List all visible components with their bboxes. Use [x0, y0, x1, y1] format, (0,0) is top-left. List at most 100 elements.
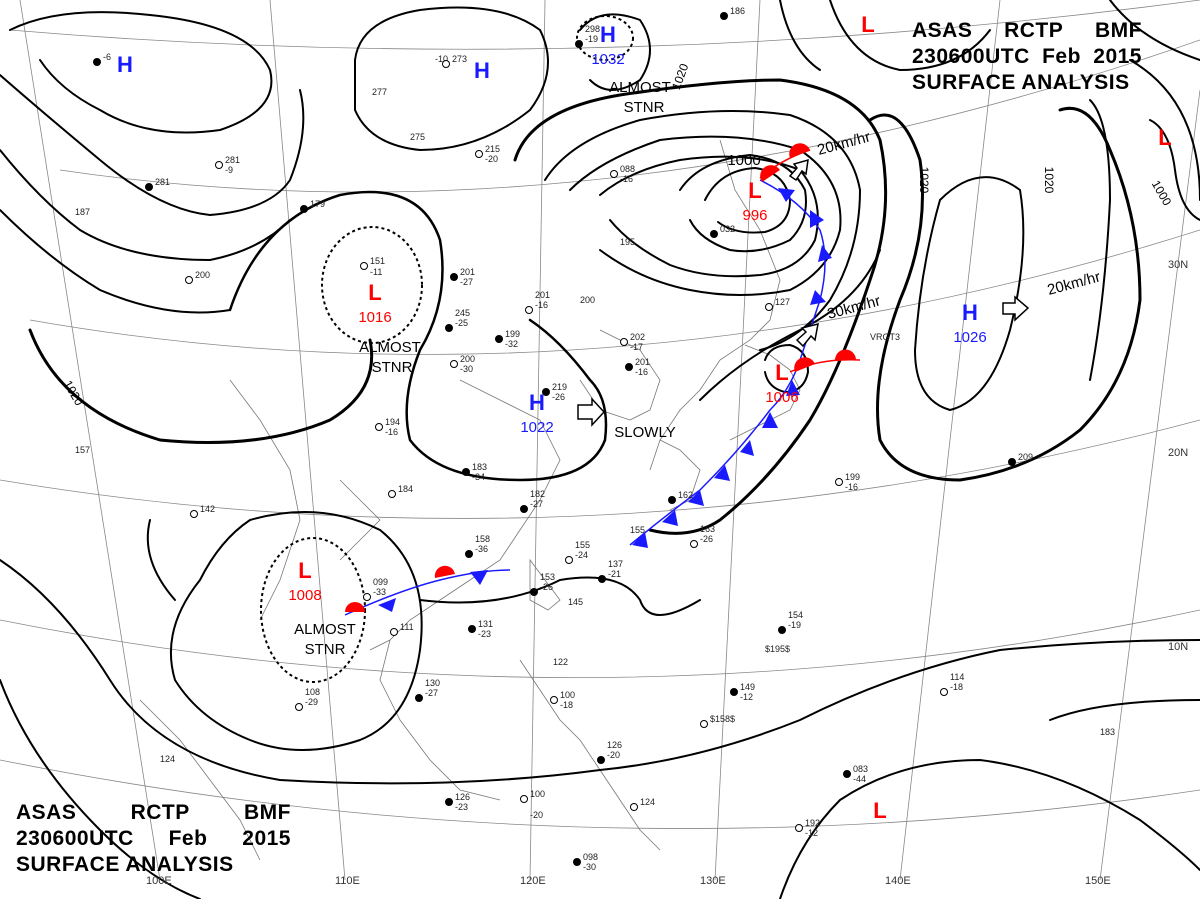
- movement-annotation: SLOWLY: [614, 424, 675, 441]
- station-value: 200: [195, 270, 210, 280]
- station-value: 273: [452, 54, 467, 64]
- longitude-label: 130E: [700, 875, 726, 887]
- station-circle: [462, 468, 470, 476]
- station-value: 194: [385, 417, 400, 427]
- product-label: SURFACE ANALYSIS: [912, 71, 1130, 94]
- movement-annotation: STNR: [372, 359, 413, 376]
- station-value: 183: [472, 462, 487, 472]
- year-label: 2015: [1093, 45, 1142, 68]
- station-circle: [530, 588, 538, 596]
- latitude-label: 10N: [1168, 641, 1188, 653]
- station-value: -27: [425, 688, 438, 698]
- station-value: 154: [788, 610, 803, 620]
- station-value: 275: [410, 132, 425, 142]
- title-line-1: ASAS RCTP BMF: [16, 800, 291, 826]
- station-label: RCTP: [1004, 19, 1064, 42]
- station-circle: [93, 58, 101, 66]
- station-circle: [598, 575, 606, 583]
- station-value: $158$: [710, 714, 735, 724]
- station-circle: [185, 276, 193, 284]
- longitude-label: 110E: [335, 875, 360, 887]
- high-pressure-symbol: H: [600, 22, 616, 47]
- station-value: 149: [740, 682, 755, 692]
- station-value: 182: [530, 489, 545, 499]
- station-circle: [390, 628, 398, 636]
- station-circle: [145, 183, 153, 191]
- central-pressure-value: 1026: [953, 329, 986, 346]
- code-label: BMF: [1095, 19, 1142, 42]
- station-circle: [940, 688, 948, 696]
- station-circle: [625, 363, 633, 371]
- station-value: -34: [472, 472, 485, 482]
- station-value: 100: [530, 789, 545, 799]
- station-circle: [300, 205, 308, 213]
- station-circle: [597, 756, 605, 764]
- title-line-2: 230600UTC Feb 2015: [16, 826, 291, 852]
- agency-label: ASAS: [16, 801, 77, 824]
- station-value: 124: [160, 754, 175, 764]
- station-circle: [778, 626, 786, 634]
- station-value: 179: [310, 199, 325, 209]
- isobar-value-label: 1020: [1042, 167, 1056, 194]
- station-value: 201: [460, 267, 475, 277]
- title-line-1: ASAS RCTP BMF: [912, 18, 1142, 44]
- low-pressure-symbol: L: [775, 360, 788, 385]
- station-value: 153: [540, 572, 555, 582]
- pressure-centers: H 1032 H H L 996 L 1016 H 1022 L 1006 H 1026 L 1008 L L L: [117, 12, 1172, 823]
- station-value: -24: [575, 550, 588, 560]
- station-value: -26: [552, 392, 565, 402]
- station-circle: [565, 556, 573, 564]
- station-value: 298: [585, 24, 600, 34]
- station-value: 099: [373, 577, 388, 587]
- warm-front: [759, 143, 861, 373]
- station-value: 199: [505, 329, 520, 339]
- station-circle: [835, 478, 843, 486]
- station-circle: [445, 324, 453, 332]
- station-circle: [445, 798, 453, 806]
- station-value: -27: [530, 499, 543, 509]
- station-circle: [843, 770, 851, 778]
- station-circle: [450, 273, 458, 281]
- station-value: -11: [370, 267, 382, 277]
- station-value: -26: [700, 534, 713, 544]
- low-pressure-symbol: L: [748, 178, 761, 203]
- high-pressure-symbol: H: [962, 300, 978, 325]
- station-value: 131: [478, 619, 493, 629]
- station-value: 281: [155, 177, 170, 187]
- station-value: 219: [552, 382, 567, 392]
- station-value: -10: [435, 54, 448, 64]
- longitude-labels: 100E 110E 120E 130E 140E 150E: [146, 875, 1111, 887]
- station-value: 209: [1018, 452, 1033, 462]
- station-circle: [520, 505, 528, 513]
- station-value: 137: [608, 559, 623, 569]
- station-value: -18: [950, 682, 963, 692]
- station-circle: [620, 338, 628, 346]
- station-value: 083: [853, 764, 868, 774]
- station-value: -26: [540, 582, 553, 592]
- motion-arrows: [577, 158, 1030, 427]
- latitude-label: 30N: [1168, 259, 1188, 271]
- station-value: 215: [485, 144, 500, 154]
- station-circle: [630, 803, 638, 811]
- dotted-contours: [260, 15, 634, 683]
- central-pressure-value: 996: [742, 207, 767, 224]
- low-pressure-symbol: L: [873, 798, 886, 823]
- station-value: -16: [535, 300, 548, 310]
- station-circle: [468, 625, 476, 633]
- station-value: -16: [845, 482, 858, 492]
- station-value: 157: [75, 445, 90, 455]
- movement-annotation: ALMOST: [359, 339, 421, 356]
- agency-label: ASAS: [912, 19, 973, 42]
- station-circle: [450, 360, 458, 368]
- station-value: -21: [608, 569, 621, 579]
- movement-annotation: ALMOST: [609, 79, 671, 96]
- station-value: 126: [455, 792, 470, 802]
- station-label: RCTP: [130, 801, 190, 824]
- station-circle: [415, 694, 423, 702]
- high-pressure-symbol: H: [529, 390, 545, 415]
- datetime-label: 230600UTC: [912, 45, 1030, 68]
- station-circle: [388, 490, 396, 498]
- station-circle: [375, 423, 383, 431]
- station-value: 114: [950, 672, 964, 682]
- station-value: 127: [775, 297, 790, 307]
